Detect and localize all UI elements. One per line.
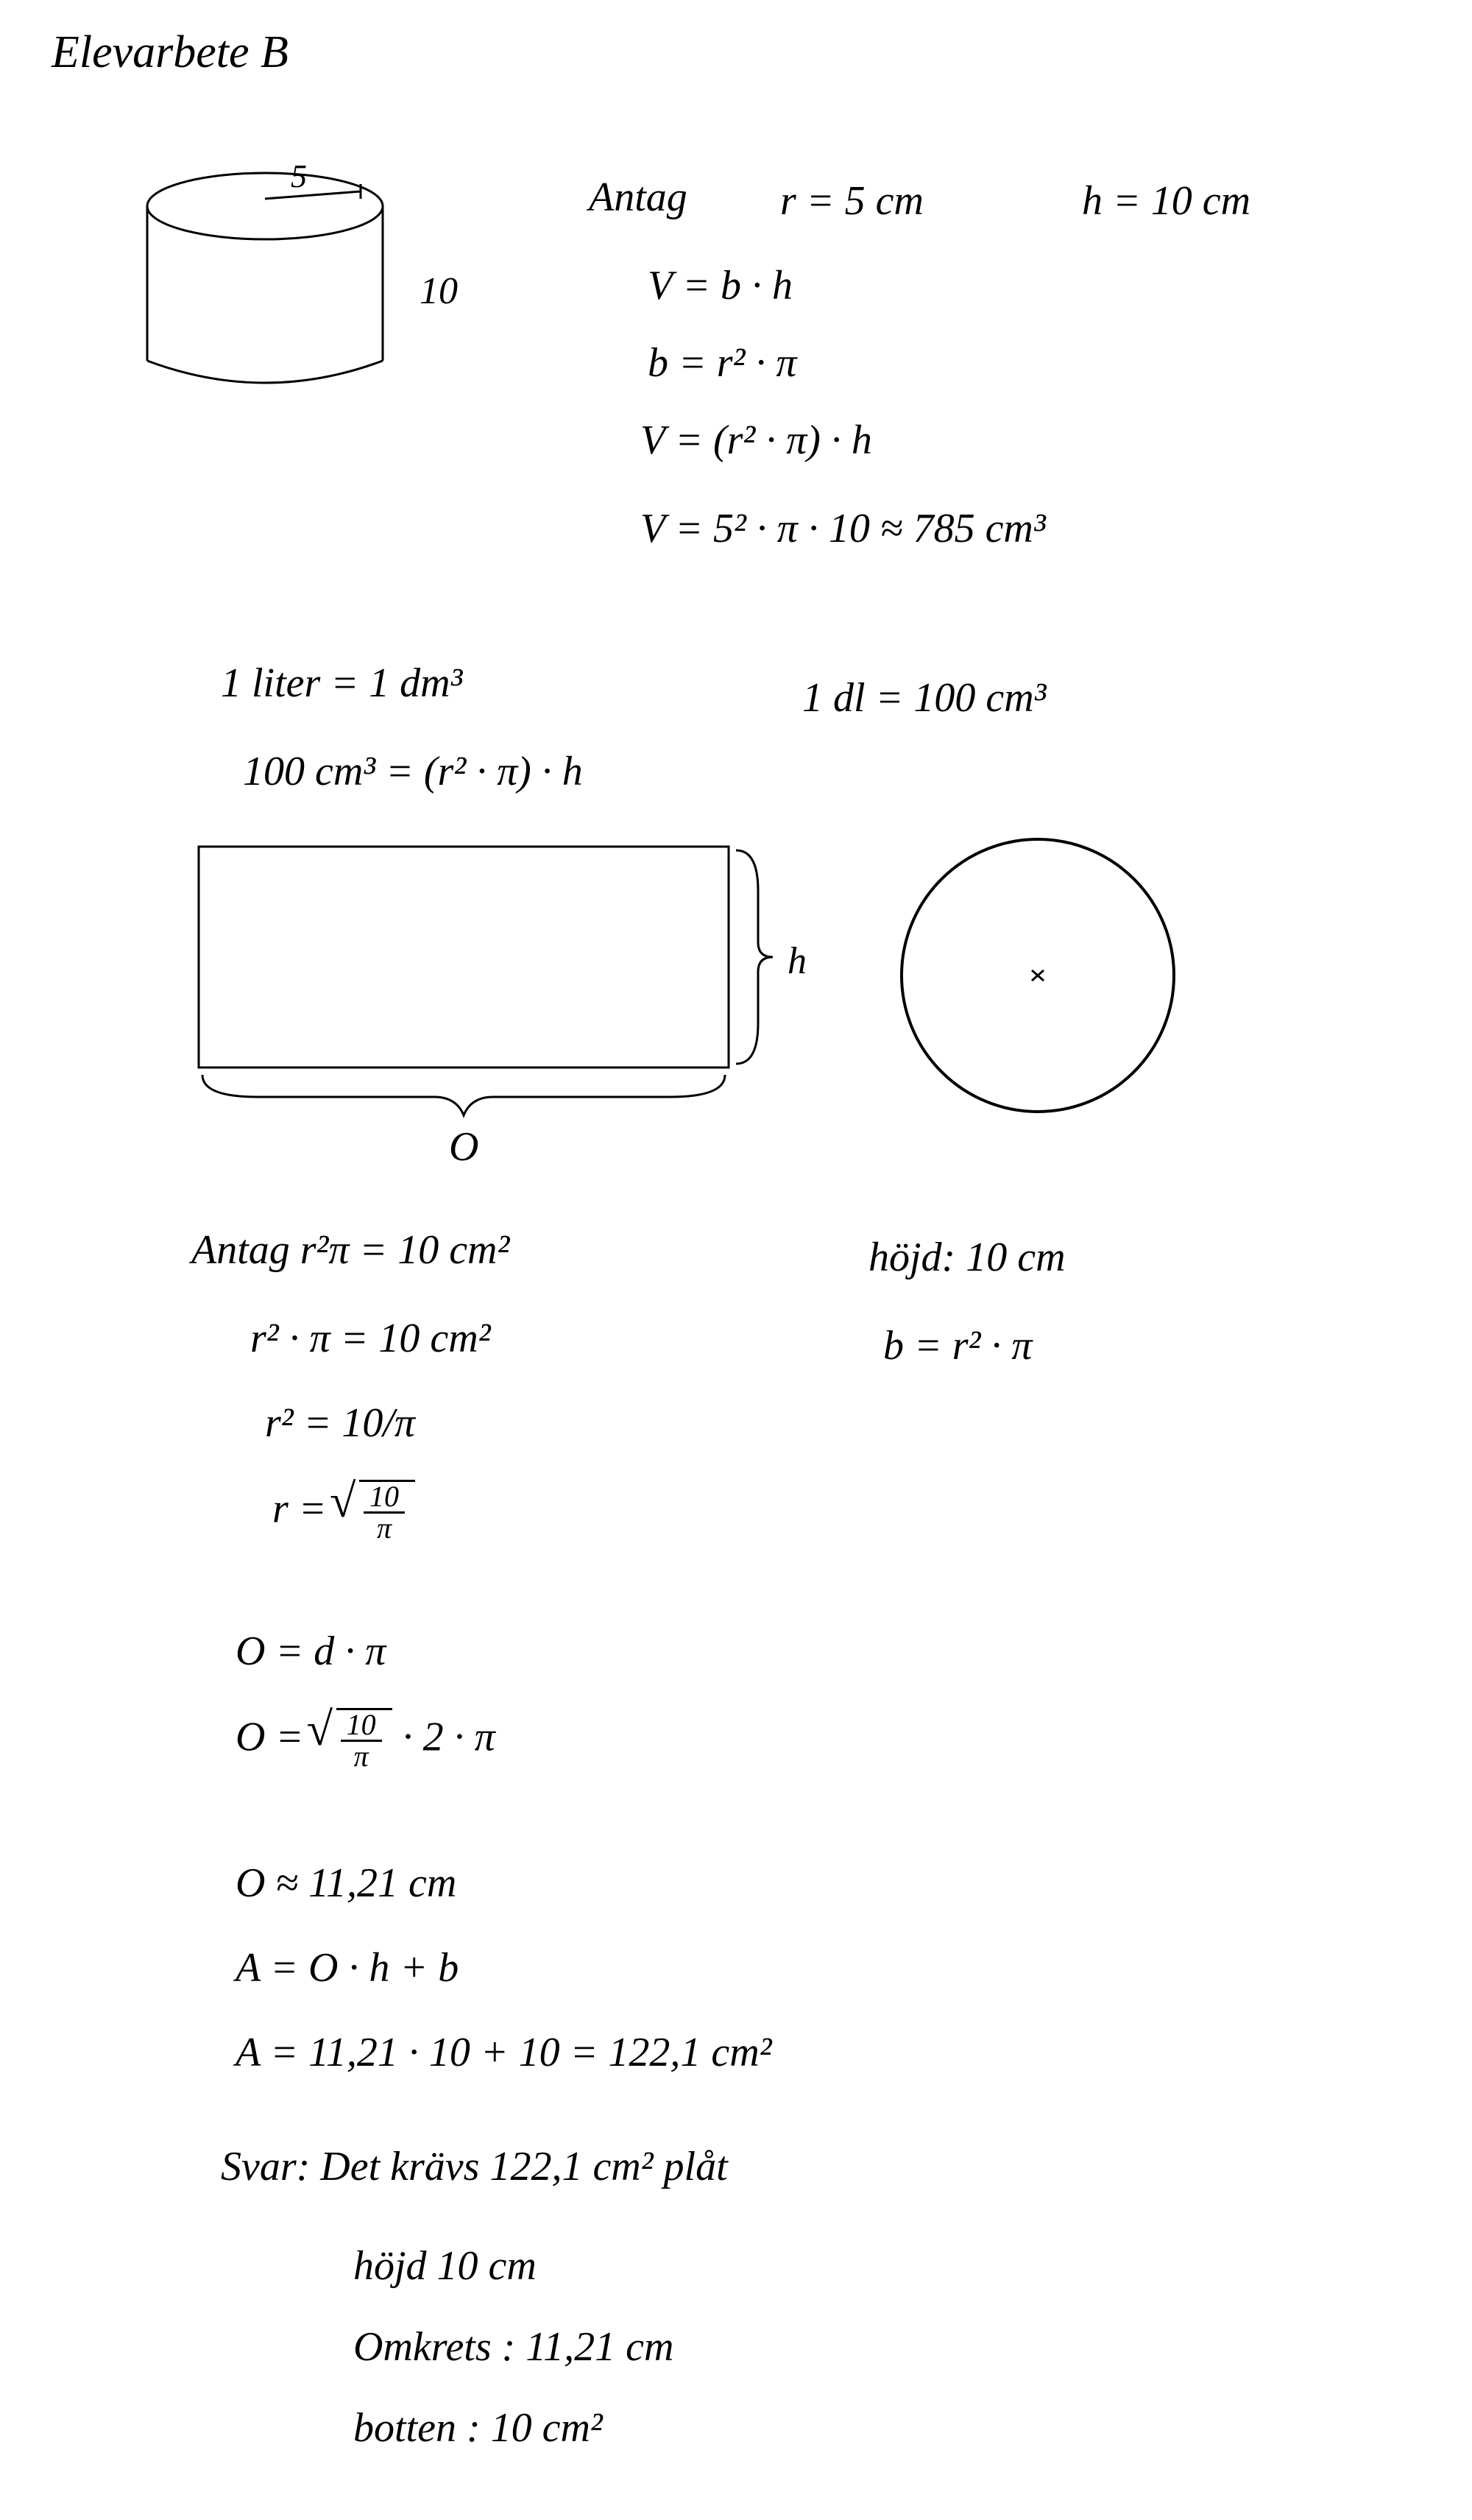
frac-den-1: π <box>371 1514 397 1543</box>
title: Elevarbete B <box>52 29 289 75</box>
ans-h: höjd 10 cm <box>353 2245 537 2287</box>
l3: r = 10 π <box>272 1480 415 1543</box>
eq-r: r = 5 cm <box>780 180 924 222</box>
eq-b1: b = r² · π <box>648 342 796 384</box>
ans-b: botten : 10 cm² <box>353 2407 603 2449</box>
assume-2: Antag r²π = 10 cm² <box>191 1229 509 1271</box>
eq-v3: V = 5² · π · 10 ≈ 785 cm³ <box>640 508 1046 549</box>
eq-v2: V = (r² · π) · h <box>640 420 872 461</box>
sqrt-2: 10 π <box>314 1708 392 1771</box>
l1: r² · π = 10 cm² <box>250 1318 491 1359</box>
svar: Svar: Det krävs 122,1 cm² plåt <box>221 2146 728 2187</box>
l7: A = O · h + b <box>236 1947 459 1988</box>
l5-rhs: · 2 · π <box>403 1714 495 1760</box>
rect-o-label: O <box>449 1126 478 1168</box>
l2: r² = 10/π <box>265 1402 415 1444</box>
l8: A = 11,21 · 10 + 10 = 122,1 cm² <box>236 2032 772 2073</box>
assume-1: Antag <box>589 177 687 218</box>
l5-lhs: O = <box>236 1714 314 1760</box>
hojd-label: höjd: 10 cm <box>868 1237 1066 1278</box>
liter-eq: 1 liter = 1 dm³ <box>221 663 462 704</box>
rect-h-label: h <box>788 942 807 981</box>
frac-num-1: 10 <box>364 1482 405 1514</box>
frac-num-2: 10 <box>341 1710 382 1742</box>
dl-eq: 1 dl = 100 cm³ <box>802 677 1046 719</box>
l2-rhs: 10/π <box>342 1400 415 1446</box>
page: Elevarbete B 5 10 Antag r = 5 cm h = 10 … <box>0 0 1472 2520</box>
l6: O ≈ 11,21 cm <box>236 1863 456 1904</box>
sqrt-1: 10 π <box>337 1480 415 1543</box>
ans-o: Omkrets : 11,21 cm <box>353 2326 673 2368</box>
l5: O = 10 π · 2 · π <box>236 1708 495 1771</box>
l3-lhs: r = <box>272 1486 337 1531</box>
circle-sketch <box>883 825 1192 1134</box>
eq-v1: V = b · h <box>648 265 793 306</box>
vol-eq: 100 cm³ = (r² · π) · h <box>243 751 583 792</box>
cylinder-sketch <box>132 162 442 427</box>
cylinder-r-label: 5 <box>291 160 307 193</box>
l2-lhs: r² = <box>265 1400 342 1446</box>
b-eq: b = r² · π <box>883 1325 1032 1366</box>
eq-h: h = 10 cm <box>1082 180 1250 222</box>
frac-den-2: π <box>348 1742 375 1771</box>
cylinder-h-label: 10 <box>420 272 458 311</box>
l4: O = d · π <box>236 1631 386 1672</box>
rectangle-sketch <box>184 832 788 1156</box>
